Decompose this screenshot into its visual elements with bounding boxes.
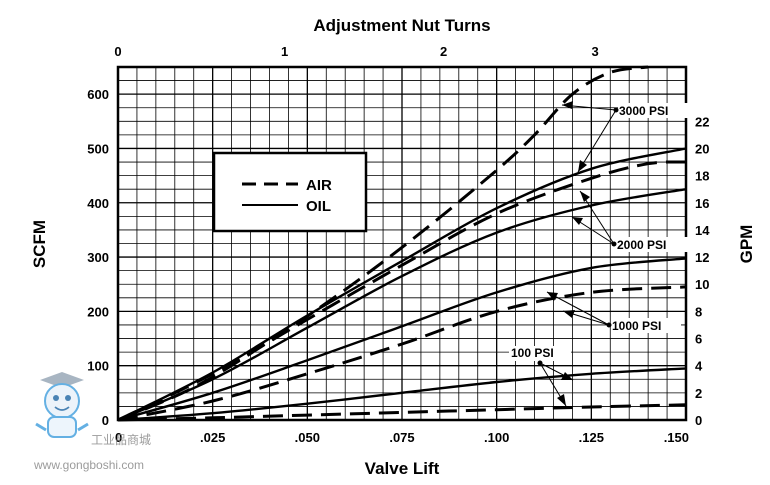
y2-tick-label: 22: [695, 114, 709, 129]
y-tick-label: 400: [87, 196, 109, 211]
y-tick-label: 200: [87, 304, 109, 319]
annotations: 3000 PSI 2000 PSI 1000 PSI 100 PS: [509, 101, 688, 407]
y2-tick-label: 0: [695, 413, 702, 428]
watermark: 工业品商城 www.gongboshi.com: [33, 372, 151, 472]
annotation-3000-psi: 3000 PSI: [561, 101, 688, 173]
annotation-3000-psi-label: 3000 PSI: [619, 104, 668, 118]
watermark-url-text: www.gongboshi.com: [33, 458, 144, 472]
y2-tick-label: 18: [695, 169, 709, 184]
series-3000-psi-air: [117, 65, 649, 422]
y2-tick-label: 12: [695, 250, 709, 265]
x-axis-title: Valve Lift: [365, 459, 440, 478]
top-tick-label: 0: [114, 44, 121, 59]
y2-tick-label: 10: [695, 277, 709, 292]
y2-tick-label: 14: [695, 223, 710, 238]
watermark-cn-text: 工业品商城: [91, 432, 151, 447]
series-2000-psi-oil: [117, 188, 687, 422]
annotation-1000-psi-label: 1000 PSI: [612, 319, 661, 333]
x-tick-label: 0: [115, 430, 122, 445]
series-lines: [117, 65, 687, 422]
legend-air-label: AIR: [306, 177, 332, 194]
legend: AIR OIL: [212, 151, 368, 233]
series-100-psi-oil: [117, 367, 687, 422]
top-axis-title: Adjustment Nut Turns: [313, 16, 490, 35]
series-100-psi-air: [117, 403, 687, 422]
y2-tick-label: 8: [695, 304, 702, 319]
y2-tick-label: 20: [695, 141, 709, 156]
y2-tick-label: 6: [695, 332, 702, 347]
series-1000-psi-oil: [117, 257, 687, 422]
x-tick-label: .075: [389, 430, 414, 445]
y-tick-label: 100: [87, 359, 109, 374]
y2-axis-title: GPM: [737, 225, 756, 264]
annotation-2000-psi-label: 2000 PSI: [617, 238, 666, 252]
tick-labels: 0.025.050.075.100.125.150010020030040050…: [87, 44, 710, 445]
y2-tick-label: 2: [695, 386, 702, 401]
y-tick-label: 500: [87, 141, 109, 156]
top-tick-label: 2: [440, 44, 447, 59]
mascot-icon: [35, 372, 89, 438]
annotation-1000-psi: 1000 PSI: [546, 291, 681, 333]
x-tick-label: .025: [200, 430, 225, 445]
annotation-2000-psi: 2000 PSI: [571, 190, 688, 252]
x-tick-label: .100: [484, 430, 509, 445]
y2-tick-label: 16: [695, 196, 709, 211]
annotation-100-psi-label: 100 PSI: [511, 346, 554, 360]
y-tick-label: 300: [87, 250, 109, 265]
series-2000-psi-air: [117, 160, 687, 422]
y-tick-label: 0: [102, 413, 109, 428]
series-1000-psi-air: [117, 285, 687, 422]
top-tick-label: 3: [592, 44, 599, 59]
x-tick-label: .050: [295, 430, 320, 445]
legend-oil-label: OIL: [306, 198, 331, 215]
legend-box: [212, 151, 368, 233]
y-axis-title: SCFM: [30, 220, 49, 268]
y-tick-label: 600: [87, 87, 109, 102]
grid: [118, 67, 686, 420]
x-tick-label: .125: [579, 430, 604, 445]
top-tick-label: 1: [281, 44, 288, 59]
annotation-100-psi: 100 PSI: [509, 346, 574, 407]
x-tick-label: .150: [664, 430, 689, 445]
y2-tick-label: 4: [695, 359, 703, 374]
